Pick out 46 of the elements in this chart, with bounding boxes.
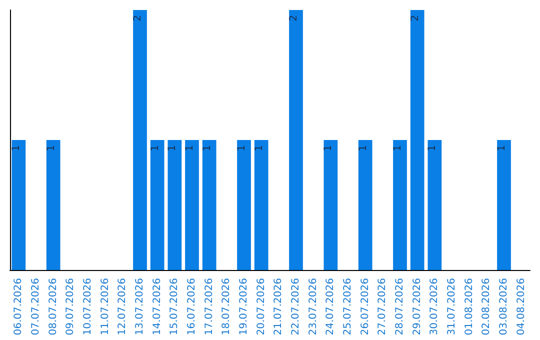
x-tick-label: 25.07.2026: [342, 278, 354, 336]
x-tick-label: 08.07.2026: [48, 278, 59, 336]
x-tick-label: 09.07.2026: [65, 278, 76, 336]
data-label: 1: [427, 145, 438, 152]
data-label: 1: [150, 145, 161, 152]
data-label: 1: [358, 145, 369, 152]
data-label: 1: [11, 145, 22, 152]
data-label: 1: [167, 145, 178, 152]
data-label: 1: [392, 145, 404, 152]
data-label: 2: [132, 15, 144, 22]
x-tick-label: 14.07.2026: [152, 278, 163, 336]
x-tick-label: 23.07.2026: [308, 278, 319, 336]
x-tick-label: 29.07.2026: [412, 278, 423, 336]
data-label: 1: [323, 145, 334, 152]
x-tick-label: 17.07.2026: [204, 278, 215, 336]
data-label: 2: [288, 15, 300, 22]
x-tick-label: 13.07.2026: [134, 278, 146, 336]
x-tick-label: 12.07.2026: [117, 278, 128, 336]
data-label: 1: [46, 145, 57, 152]
x-tick-label: 22.07.2026: [290, 278, 302, 336]
x-tick-label: 26.07.2026: [360, 278, 371, 336]
x-tick-label: 21.07.2026: [273, 278, 284, 336]
data-label: 1: [202, 145, 213, 152]
x-tick-label: 04.08.2026: [516, 278, 527, 336]
x-tick-label: 10.07.2026: [82, 278, 94, 336]
x-tick-label: 19.07.2026: [238, 278, 250, 336]
x-tick-label: 01.08.2026: [464, 278, 475, 336]
x-tick-label: 31.07.2026: [446, 278, 458, 336]
data-label: 1: [236, 145, 248, 152]
x-tick-label: 30.07.2026: [429, 278, 440, 336]
x-tick-label: 20.07.2026: [256, 278, 267, 336]
x-tick-label: 07.07.2026: [30, 278, 42, 336]
x-tick-label: 28.07.2026: [394, 278, 406, 336]
x-tick-label: 18.07.2026: [221, 278, 232, 336]
data-label: 1: [184, 145, 196, 152]
x-tick-label: 03.08.2026: [498, 278, 510, 336]
x-tick-label: 27.07.2026: [377, 278, 388, 336]
data-label: 2: [410, 15, 421, 22]
data-label: 1: [496, 145, 508, 152]
data-label: 1: [254, 145, 265, 152]
x-tick-label: 16.07.2026: [186, 278, 198, 336]
x-tick-label: 15.07.2026: [169, 278, 180, 336]
x-tick-label: 24.07.2026: [325, 278, 336, 336]
x-tick-label: 11.07.2026: [100, 278, 111, 336]
x-tick-label: 02.08.2026: [481, 278, 492, 336]
x-tick-label: 06.07.2026: [13, 278, 24, 336]
